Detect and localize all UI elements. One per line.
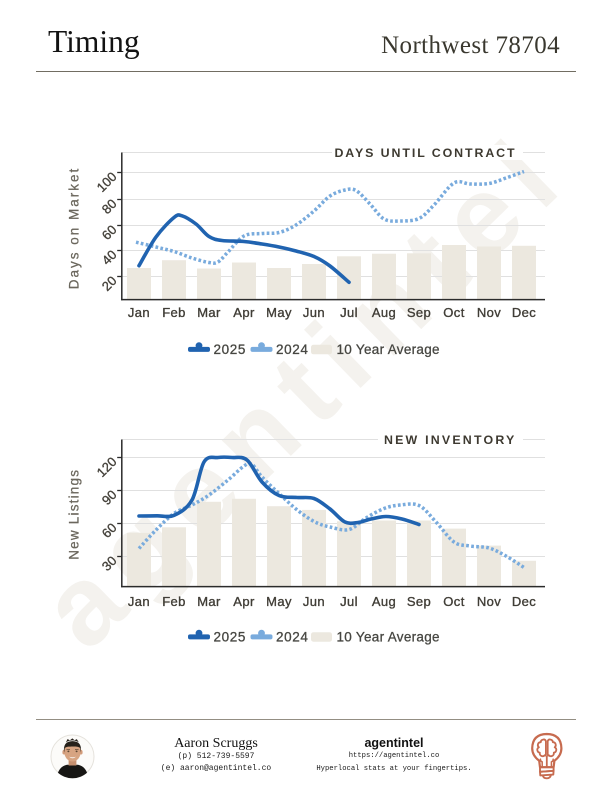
svg-text:10 Year Average: 10 Year Average: [337, 630, 440, 645]
svg-text:10 Year Average: 10 Year Average: [337, 342, 440, 357]
svg-text:2024: 2024: [276, 630, 308, 645]
svg-text:40: 40: [99, 247, 120, 268]
svg-text:Jul: Jul: [340, 594, 358, 609]
svg-text:Nov: Nov: [477, 594, 501, 609]
svg-text:Apr: Apr: [233, 594, 255, 609]
svg-text:DAYS UNTIL CONTRACT: DAYS UNTIL CONTRACT: [334, 146, 516, 160]
svg-text:100: 100: [94, 169, 120, 195]
svg-text:2025: 2025: [214, 630, 246, 645]
svg-text:20: 20: [99, 273, 120, 294]
svg-text:90: 90: [99, 487, 120, 508]
svg-text:30: 30: [99, 553, 120, 574]
svg-text:Dec: Dec: [512, 594, 536, 609]
svg-text:Jan: Jan: [128, 305, 150, 320]
svg-text:Dec: Dec: [512, 305, 536, 320]
svg-text:Jun: Jun: [303, 594, 325, 609]
svg-text:60: 60: [99, 222, 120, 243]
svg-text:2025: 2025: [214, 342, 246, 357]
svg-text:Jan: Jan: [128, 594, 150, 609]
svg-text:Mar: Mar: [197, 305, 221, 320]
svg-text:Oct: Oct: [443, 305, 464, 320]
svg-text:Jun: Jun: [303, 305, 325, 320]
svg-text:2024: 2024: [276, 342, 308, 357]
svg-text:Sep: Sep: [407, 305, 431, 320]
svg-text:80: 80: [99, 196, 120, 217]
svg-text:120: 120: [94, 454, 120, 480]
svg-text:Feb: Feb: [162, 594, 186, 609]
svg-text:May: May: [266, 594, 292, 609]
svg-text:Aug: Aug: [372, 594, 396, 609]
svg-text:Oct: Oct: [443, 594, 464, 609]
svg-text:Aug: Aug: [372, 305, 396, 320]
svg-text:Feb: Feb: [162, 305, 186, 320]
svg-text:Nov: Nov: [477, 305, 501, 320]
svg-text:May: May: [266, 305, 292, 320]
svg-text:Apr: Apr: [233, 305, 255, 320]
svg-text:NEW INVENTORY: NEW INVENTORY: [384, 433, 517, 447]
svg-text:New Listings: New Listings: [67, 469, 82, 560]
svg-text:Sep: Sep: [407, 594, 431, 609]
svg-text:Days on Market: Days on Market: [67, 167, 82, 290]
svg-text:60: 60: [99, 520, 120, 541]
svg-text:Mar: Mar: [197, 594, 221, 609]
svg-text:Jul: Jul: [340, 305, 358, 320]
